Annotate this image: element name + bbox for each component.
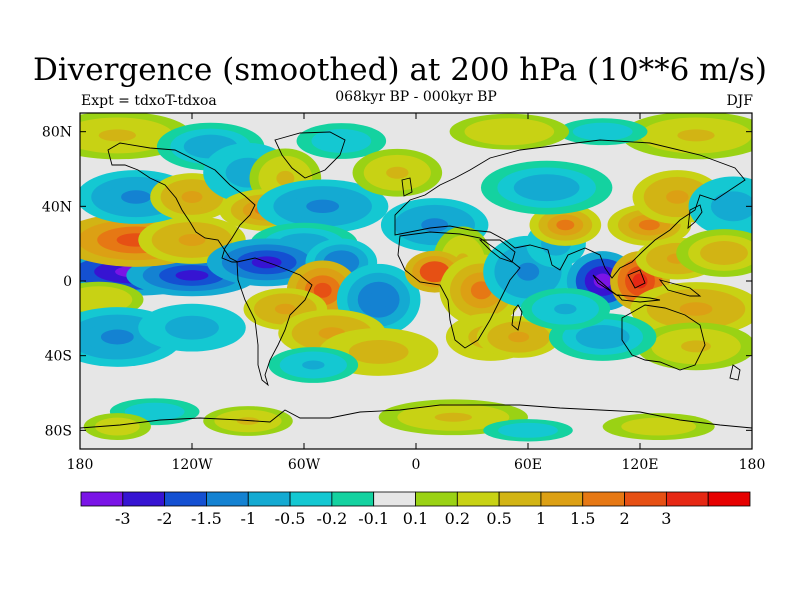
x-tick-label: 60E (514, 457, 542, 473)
field-contour-6-3 (178, 321, 206, 334)
x-tick-label: 180 (739, 457, 766, 473)
colorbar-label: -0.1 (358, 509, 389, 528)
x-axis: 180 120W 60W 0 60E 120E 180 (67, 113, 766, 473)
field-contour-34-3 (556, 219, 575, 231)
field-contour-28-3 (427, 266, 443, 277)
colorbar-label: 0.1 (403, 509, 428, 528)
colorbar-label: 0.2 (445, 509, 470, 528)
field-contour-4-3 (87, 295, 110, 305)
colorbar-label: 0.5 (486, 509, 511, 528)
field-contour-8-3 (181, 191, 203, 203)
x-tick-label: 180 (67, 457, 94, 473)
field-contour-48-3 (587, 127, 618, 137)
field-contour-9-3 (98, 129, 136, 142)
colorbar-swatch (80, 491, 124, 507)
colorbar-label: 1 (536, 509, 546, 528)
colorbar-swatch (331, 491, 375, 507)
field-contour-18-3 (313, 282, 332, 298)
y-tick-label: 40S (45, 349, 72, 365)
field-contour-23-3 (302, 360, 325, 370)
field-contour-31-3 (508, 331, 530, 343)
field-contour-5-3 (100, 329, 134, 345)
field-contour-22-3 (363, 345, 394, 358)
experiment-label: Expt = tdxoT-tdxoa (81, 93, 217, 109)
field-contour-26-3 (421, 218, 449, 232)
field-contour-36-3 (593, 273, 612, 289)
field-contour-10-3 (197, 140, 225, 153)
field-contour-20-3 (274, 303, 296, 315)
colorbar-swatch (289, 491, 333, 507)
field-contour-12-3 (276, 170, 295, 186)
y-tick-label: 0 (63, 274, 72, 290)
colorbar-swatch (456, 491, 500, 507)
plot-title: Divergence (smoothed) at 200 hPa (10**6 … (33, 52, 767, 88)
colorbar-label: -1.5 (191, 509, 222, 528)
field-contour-47-3 (677, 129, 715, 142)
field-contour-14-3 (306, 199, 340, 214)
field-contour-29-3 (470, 281, 492, 300)
field-contour-24-3 (326, 135, 357, 147)
coastlines (80, 131, 752, 429)
y-tick-label: 80N (42, 125, 72, 141)
colorbar-label: -0.5 (275, 509, 306, 528)
colorbar-swatch (582, 491, 625, 507)
colorbar-label: -2 (157, 509, 173, 528)
x-tick-label: 0 (412, 457, 421, 473)
field-contour-41-3 (722, 198, 745, 214)
colorbar-swatch (624, 491, 667, 507)
x-tick-label: 60W (288, 457, 321, 473)
colorbar-swatch (206, 491, 249, 507)
colorbar-swatch (373, 491, 416, 507)
field-contour-37-3 (632, 273, 648, 289)
y-axis: 80N 40N 0 40S 80S (42, 125, 752, 439)
colorbar-label: 3 (661, 509, 671, 528)
field-contour-40-3 (666, 190, 689, 204)
y-tick-label: 40N (42, 199, 72, 215)
field-contour-55-3 (106, 422, 129, 432)
x-tick-label: 120W (171, 457, 213, 473)
field-contour-42-3 (712, 247, 736, 259)
colorbar-label: 1.5 (570, 509, 595, 528)
field-contour-53-3 (513, 426, 543, 435)
colorbar-swatch (707, 491, 751, 507)
colorbar-swatch (247, 491, 291, 507)
field-contour-39-3 (638, 219, 660, 231)
field-contour-51-3 (236, 417, 260, 425)
colorbar-label: -3 (115, 509, 131, 528)
colorbar-swatch (665, 491, 709, 507)
field-contour-1-3 (175, 270, 209, 281)
colorbar-label: 2 (619, 509, 629, 528)
colorbar-swatch (164, 491, 207, 507)
field-contour-45-3 (589, 331, 617, 343)
colorbar-swatch (122, 491, 166, 507)
season-label: DJF (726, 93, 753, 109)
field-contour-43-3 (679, 302, 713, 316)
colorbar-swatch (540, 491, 584, 507)
field-contour-25-3 (386, 166, 409, 179)
field-contour-35-3 (530, 180, 564, 195)
colorbar-label: -0.2 (316, 509, 347, 528)
field-contour-49-3 (494, 127, 525, 137)
field-contour-44-3 (681, 340, 711, 353)
x-tick-label: 120E (622, 457, 659, 473)
colorbar-swatch (415, 491, 458, 507)
divergence-field (80, 113, 752, 449)
field-contour-46-3 (554, 303, 577, 315)
colorbar-label: -1 (240, 509, 256, 528)
field-contour-7-3 (121, 190, 151, 204)
colorbar: -3 -2 -1.5 -1 -0.5 -0.2 -0.1 0.1 0.2 0.5 1 1.5 2 3 (80, 491, 751, 528)
field-contour-52-3 (434, 412, 473, 422)
plot-subtitle: 068kyr BP - 000kyr BP (335, 89, 497, 105)
field-contour-54-3 (640, 422, 678, 432)
field-contour-50-3 (139, 407, 170, 417)
colorbar-swatch (498, 491, 542, 507)
field-contour-3-3 (178, 233, 206, 246)
field-contour-32-3 (516, 262, 540, 281)
y-tick-label: 80S (45, 423, 72, 439)
field-contour-19-3 (368, 290, 390, 309)
